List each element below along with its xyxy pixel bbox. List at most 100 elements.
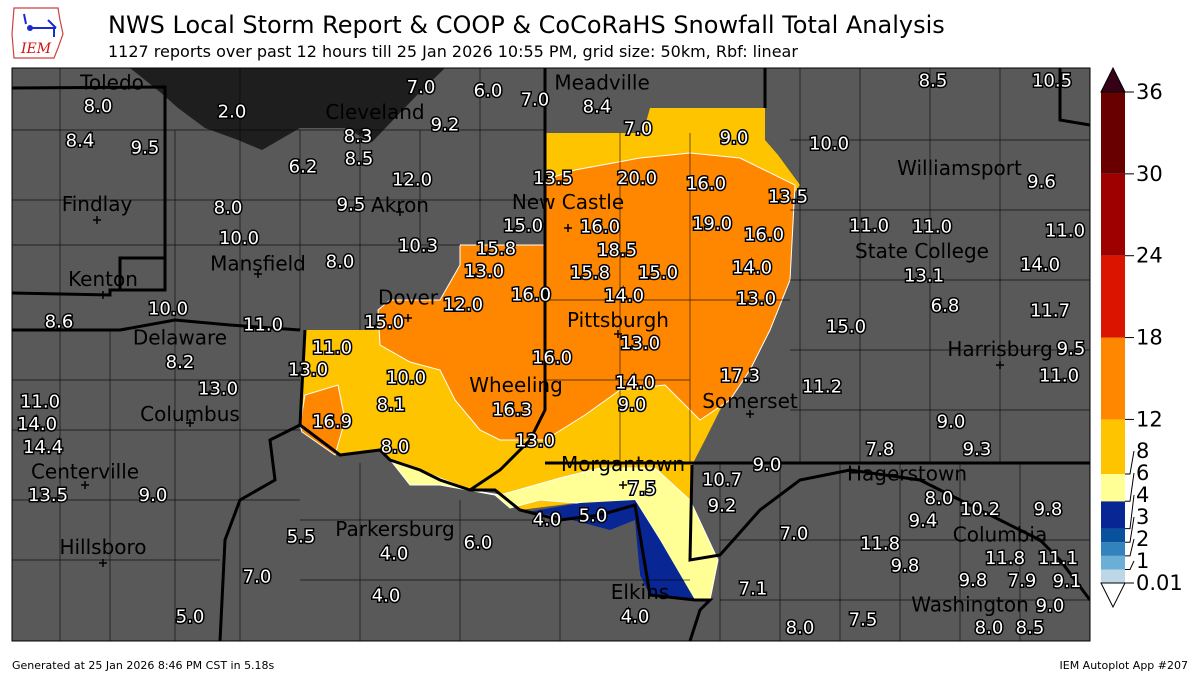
colorbar-segment <box>1101 501 1125 529</box>
snowfall-report-value: 5.0 <box>579 506 608 527</box>
city-label: Columbia <box>953 522 1047 546</box>
snowfall-report-value: 14.0 <box>604 286 644 307</box>
city-marker-icon <box>254 270 262 278</box>
snowfall-report-value: 11.7 <box>1030 301 1070 322</box>
city-label: State College <box>855 239 989 263</box>
snowfall-report-value: 4.0 <box>533 510 562 531</box>
snowfall-report-value: 8.3 <box>344 126 373 147</box>
snowfall-report-value: 9.6 <box>1027 172 1056 193</box>
snowfall-report-value: 10.2 <box>960 499 1000 520</box>
colorbar-segment <box>1101 528 1125 543</box>
snowfall-report-value: 8.0 <box>975 618 1004 639</box>
city-marker-icon <box>99 291 107 299</box>
colorbar-tick-label: 30 <box>1136 162 1163 186</box>
snowfall-report-value: 7.0 <box>243 567 272 588</box>
colorbar-tick-label: 4 <box>1136 483 1149 507</box>
snowfall-report-value: 6.8 <box>931 296 960 317</box>
snowfall-report-value: 11.0 <box>243 315 283 336</box>
snowfall-report-value: 10.3 <box>398 236 438 257</box>
snowfall-report-value: 13.0 <box>464 261 504 282</box>
city-marker-icon <box>99 559 107 567</box>
snowfall-report-value: 7.1 <box>739 579 768 600</box>
colorbar-tick-label: 0.01 <box>1136 571 1183 595</box>
city-label: Delaware <box>133 326 227 350</box>
colorbar-under-arrow <box>1100 582 1126 609</box>
snowfall-report-value: 16.0 <box>580 217 620 238</box>
snowfall-report-value: 15.8 <box>476 239 516 260</box>
city-marker-icon <box>996 361 1004 369</box>
colorbar-over-arrow <box>1100 66 1126 93</box>
city-label: Parkersburg <box>335 517 454 541</box>
colorbar-tick <box>1125 450 1135 475</box>
snowfall-report-value: 8.5 <box>345 149 374 170</box>
colorbar-tick-label: 8 <box>1136 439 1149 463</box>
snowfall-report-value: 8.0 <box>786 618 815 639</box>
colorbar-tick <box>1125 560 1135 570</box>
snowfall-report-value: 7.0 <box>407 77 436 98</box>
snowfall-report-value: 13.0 <box>736 289 776 310</box>
snowfall-report-value: 13.5 <box>28 485 68 506</box>
snowfall-report-value: 9.0 <box>139 485 168 506</box>
colorbar-segment <box>1101 555 1125 570</box>
city-label: Williamsport <box>897 156 1022 180</box>
colorbar-tick <box>1125 494 1135 530</box>
city-label: Dover <box>378 286 439 310</box>
snowfall-report-value: 9.2 <box>708 496 737 517</box>
snowfall-report-value: 13.1 <box>904 265 944 286</box>
snowfall-report-value: 9.8 <box>1034 499 1063 520</box>
snowfall-report-value: 9.2 <box>431 115 460 136</box>
snowfall-report-value: 9.4 <box>909 510 938 531</box>
report-value-layer: 8.0 2.07.0 6.0 7.0 8.48.38.59.28.4 9.56.27.0 9… <box>15 69 1086 640</box>
colorbar-segment <box>1101 473 1125 502</box>
page-subtitle: 1127 reports over past 12 hours till 25 … <box>108 42 798 61</box>
snowfall-report-value: 19.0 <box>692 214 732 235</box>
snowfall-report-value: 13.5 <box>768 187 808 208</box>
snowfall-report-value: 7.0 <box>624 119 653 140</box>
snowfall-report-value: 7.5 <box>849 610 878 631</box>
snowfall-report-value: 11.0 <box>312 338 352 359</box>
colorbar-segment <box>1101 542 1125 556</box>
snowfall-report-value: 16.0 <box>511 285 551 306</box>
snowfall-report-value: 9.0 <box>937 412 966 433</box>
snowfall-report-value: 8.4 <box>66 131 95 152</box>
snowfall-report-value: 4.0 <box>372 586 401 607</box>
colorbar-tick-label: 6 <box>1136 461 1149 485</box>
snowfall-report-value: 8.5 <box>919 71 948 92</box>
svg-text:IEM: IEM <box>20 41 52 57</box>
city-label: Elkins <box>611 580 669 604</box>
snowfall-report-value: 9.0 <box>618 395 647 416</box>
snowfall-report-value: 6.0 <box>474 81 503 102</box>
page-title: NWS Local Storm Report & COOP & CoCoRaHS… <box>108 11 945 39</box>
colorbar-tick-label: 1 <box>1136 549 1149 573</box>
snowfall-report-value: 11.0 <box>1045 221 1085 242</box>
city-label: Washington <box>911 592 1029 616</box>
city-label: Harrisburg <box>947 337 1052 361</box>
snowfall-report-value: 12.0 <box>443 295 483 316</box>
snowfall-contour-4-6 <box>528 500 695 600</box>
snowfall-report-value: 8.1 <box>377 395 406 416</box>
snowfall-report-value: 9.8 <box>959 570 988 591</box>
city-layer: Toledo Cleveland Meadville Findlay Akron New … <box>31 71 1053 617</box>
snowfall-report-value: 16.3 <box>492 399 532 420</box>
colorbar-segment <box>1101 419 1125 474</box>
snowfall-report-value: 8.4 <box>583 96 612 117</box>
snowfall-report-value: 15.0 <box>364 312 404 333</box>
city-label: Kenton <box>68 267 138 291</box>
snowfall-report-value: 2.0 <box>218 102 247 123</box>
colorbar-segment <box>1101 337 1125 420</box>
snowfall-report-value: 9.1 <box>1053 571 1082 592</box>
snowfall-report-value: 7.0 <box>521 90 550 111</box>
snowfall-report-value: 6.2 <box>289 157 318 178</box>
footer-generated: Generated at 25 Jan 2026 8:46 PM CST in … <box>12 659 275 672</box>
snowfall-report-value: 4.0 <box>621 606 650 627</box>
city-label: Findlay <box>62 192 133 216</box>
colorbar-segment <box>1101 569 1125 583</box>
snowfall-report-value: 13.0 <box>288 360 328 381</box>
city-label: Toledo <box>79 71 144 95</box>
snowfall-report-value: 16.0 <box>532 348 572 369</box>
snowfall-report-value: 7.5 <box>628 478 657 499</box>
snowfall-report-value: 12.0 <box>392 170 432 191</box>
snowfall-report-value: 8.2 <box>166 352 195 373</box>
colorbar-tick-label: 12 <box>1136 407 1163 431</box>
snowfall-report-value: 11.0 <box>20 392 60 413</box>
